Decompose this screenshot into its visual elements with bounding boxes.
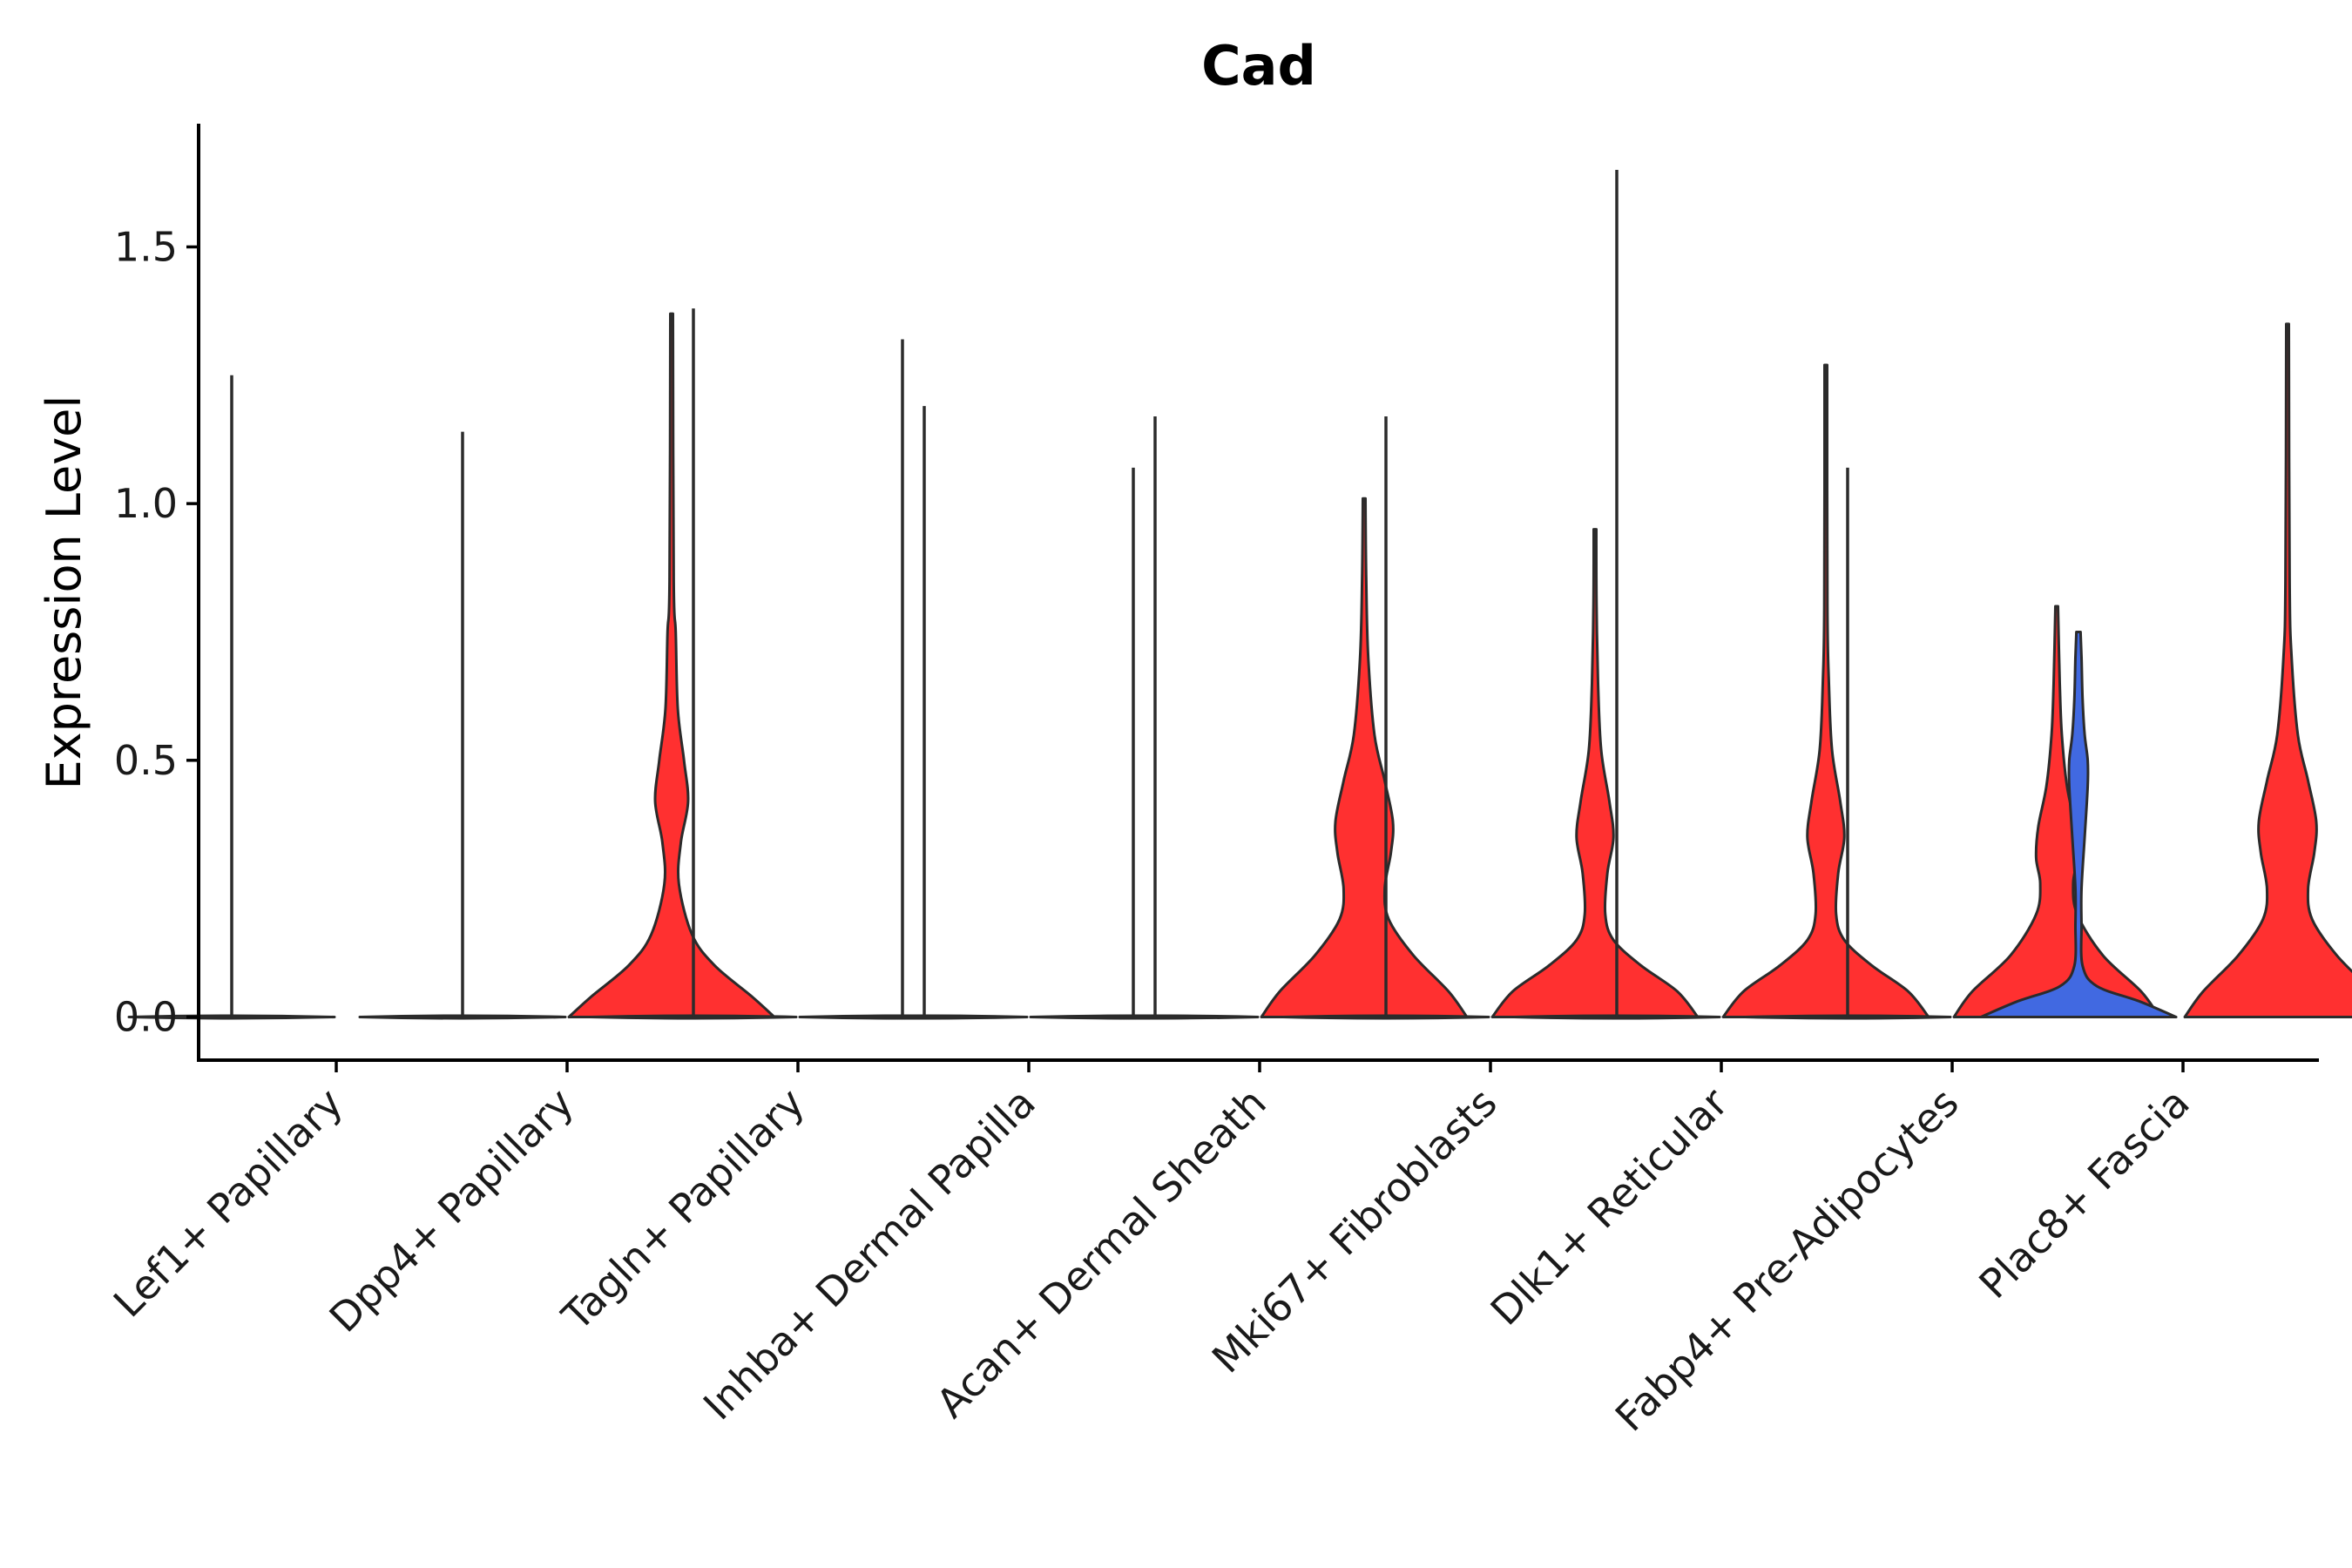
violins <box>127 170 2352 1020</box>
x-tick-label: Dlk1+ Reticular <box>1482 1079 1737 1335</box>
violin-flat-base <box>1281 1014 1490 1020</box>
y-axis-ticks: 0.0 0.5 1.0 1.5 <box>114 223 199 1040</box>
y-tick-label: 0.5 <box>114 737 178 784</box>
violin-blue <box>1974 631 2178 1018</box>
y-axis-label: Expression Level <box>37 395 91 790</box>
violin-flat-base <box>358 1014 567 1020</box>
violin-red <box>2183 322 2352 1018</box>
violin-flat-base <box>1512 1014 1721 1020</box>
violin-flat-base <box>1051 1014 1260 1020</box>
violin-flat-base <box>1743 1014 1952 1020</box>
chart-title: Cad <box>1201 34 1316 98</box>
y-tick-label: 1.0 <box>114 480 178 527</box>
y-tick-label: 0.0 <box>114 993 178 1040</box>
x-tick-label: Plac8+ Fascia <box>1970 1079 2198 1308</box>
x-tick-label: Tagln+ Papillary <box>552 1079 814 1341</box>
violin-flat-base <box>820 1014 1029 1020</box>
x-tick-label: Lef1+ Papillary <box>105 1079 352 1327</box>
violin-red <box>567 312 776 1018</box>
violin-red <box>1490 528 1700 1018</box>
y-tick-label: 1.5 <box>114 223 178 270</box>
violin-red <box>1260 497 1469 1018</box>
violin-red <box>1721 363 1930 1018</box>
x-tick-label: Dpp4+ Papillary <box>321 1079 583 1342</box>
violin-red <box>1952 605 2161 1018</box>
violin-flat-base <box>589 1014 798 1020</box>
